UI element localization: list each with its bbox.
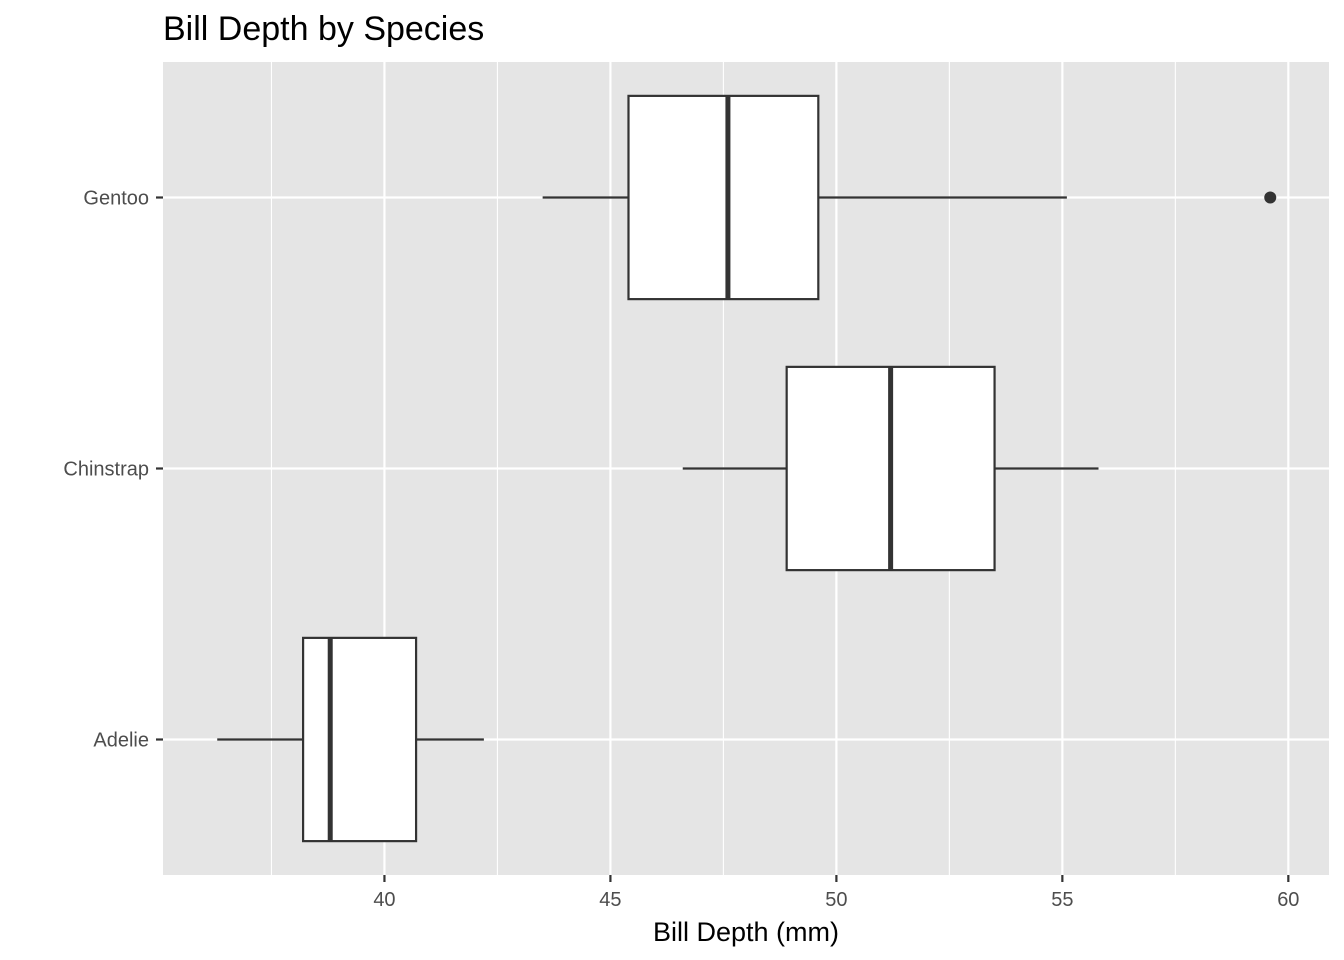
x-axis-title: Bill Depth (mm) bbox=[653, 917, 839, 947]
x-tick-label: 60 bbox=[1277, 889, 1299, 911]
iqr-box bbox=[627, 94, 820, 301]
y-tick-label: Adelie bbox=[93, 730, 149, 752]
x-tick-label: 45 bbox=[599, 889, 621, 911]
box-chinstrap bbox=[682, 365, 1099, 572]
y-axis: Adelie Chinstrap Gentoo bbox=[63, 188, 163, 752]
box-adelie bbox=[217, 636, 484, 843]
box-series bbox=[217, 94, 1277, 843]
iqr-box bbox=[302, 636, 418, 843]
box-gentoo bbox=[542, 94, 1277, 301]
y-tick-label: Chinstrap bbox=[63, 459, 149, 481]
x-tick-label: 40 bbox=[373, 889, 395, 911]
x-axis: 40 45 50 55 60 bbox=[373, 875, 1299, 911]
outlier-point bbox=[1264, 191, 1277, 204]
x-tick-label: 55 bbox=[1051, 889, 1073, 911]
y-tick-label: Gentoo bbox=[83, 188, 149, 210]
chart-title: Bill Depth by Species bbox=[163, 10, 484, 48]
x-tick-label: 50 bbox=[825, 889, 847, 911]
